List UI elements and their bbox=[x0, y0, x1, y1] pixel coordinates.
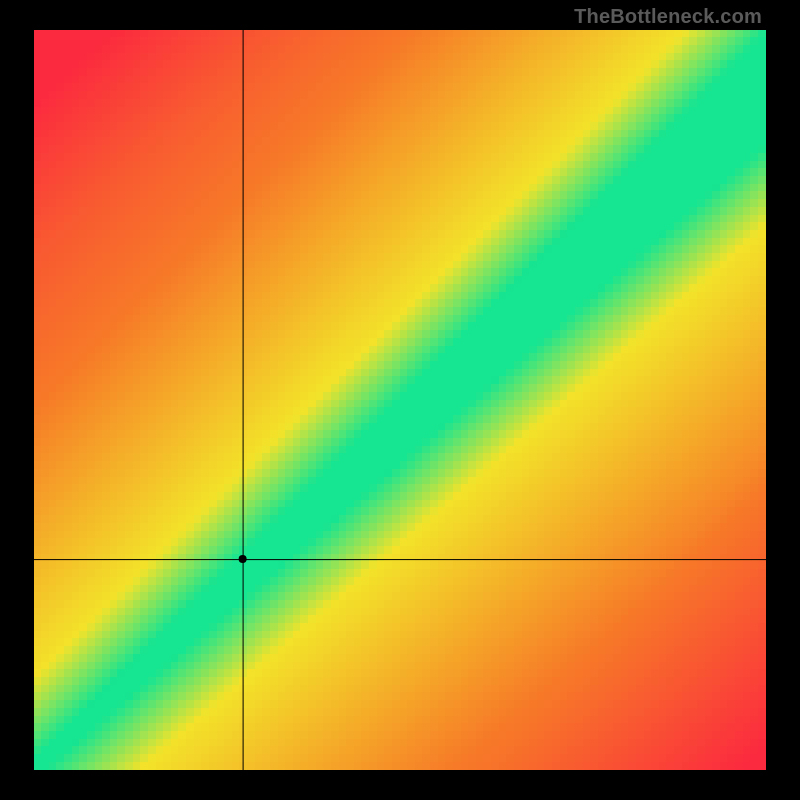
heatmap-canvas bbox=[34, 30, 766, 770]
watermark-text: TheBottleneck.com bbox=[574, 6, 762, 29]
chart-frame: TheBottleneck.com bbox=[0, 0, 800, 800]
heatmap-plot-area bbox=[34, 30, 766, 770]
